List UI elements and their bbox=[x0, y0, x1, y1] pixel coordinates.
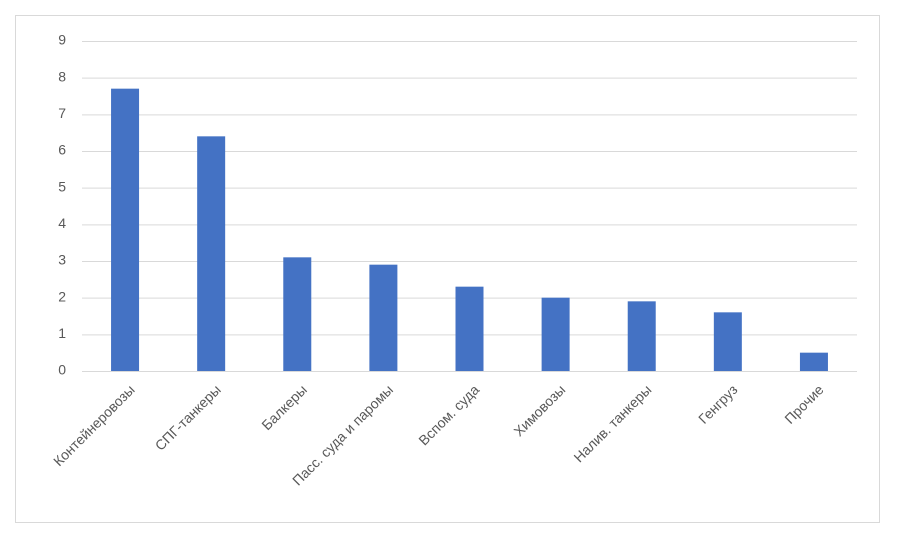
y-tick-label: 3 bbox=[58, 252, 66, 268]
y-tick-label: 5 bbox=[58, 178, 66, 194]
y-tick-label: 9 bbox=[58, 32, 66, 48]
y-tick-label: 0 bbox=[58, 362, 66, 378]
y-tick-label: 4 bbox=[58, 215, 66, 231]
y-tick-label: 7 bbox=[58, 105, 66, 121]
bar bbox=[283, 257, 312, 371]
bar bbox=[111, 88, 140, 372]
bar bbox=[455, 286, 484, 371]
bar bbox=[541, 297, 570, 371]
bar bbox=[197, 136, 226, 371]
bar bbox=[627, 301, 656, 371]
y-tick-label: 2 bbox=[58, 288, 66, 304]
y-tick-label: 8 bbox=[58, 68, 66, 84]
bar bbox=[713, 312, 742, 371]
bar bbox=[799, 352, 828, 371]
y-tick-label: 6 bbox=[58, 142, 66, 158]
y-tick-label: 1 bbox=[58, 325, 66, 341]
chart-border bbox=[15, 15, 880, 523]
bar bbox=[369, 264, 398, 371]
